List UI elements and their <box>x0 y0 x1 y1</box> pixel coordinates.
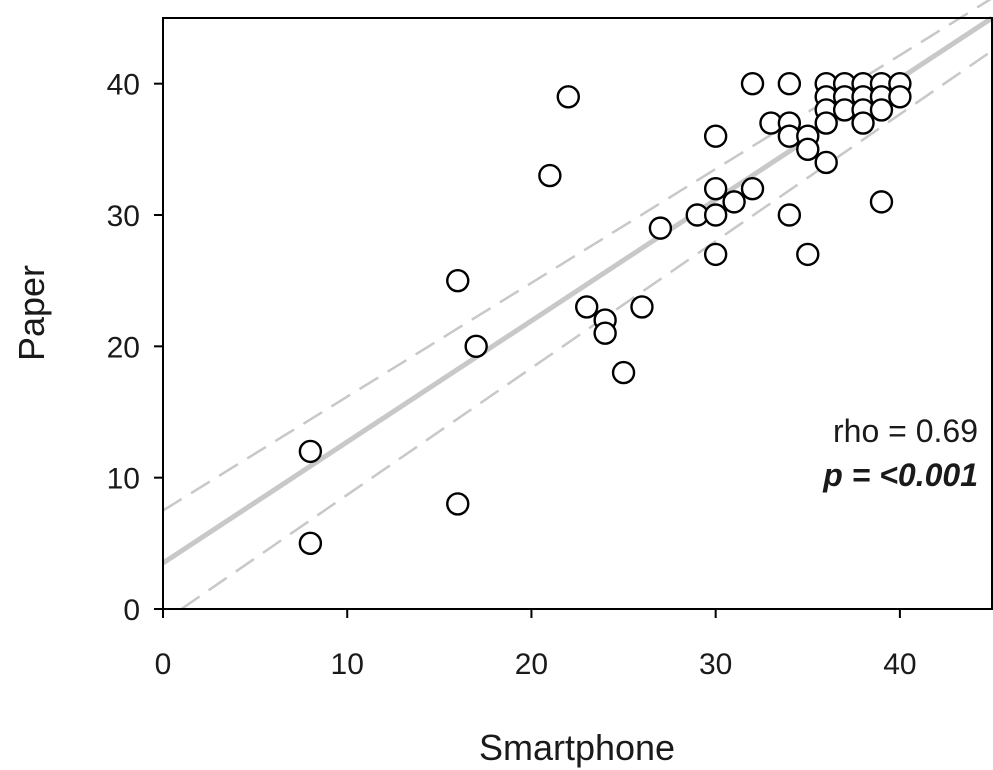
data-point <box>722 190 746 214</box>
y-axis-label: Paper <box>11 265 52 361</box>
x-tick-label: 10 <box>331 648 364 681</box>
data-point <box>593 321 617 345</box>
y-axis: 0 10 20 30 40 <box>107 69 163 627</box>
data-point <box>464 334 488 359</box>
plot-frame <box>162 17 993 610</box>
y-tick-label: 20 <box>107 331 140 364</box>
data-point <box>703 177 728 201</box>
data-point <box>796 137 820 162</box>
data-point <box>740 177 765 201</box>
points-group <box>298 71 912 556</box>
x-tick-label: 0 <box>155 648 172 681</box>
data-point <box>777 203 802 227</box>
y-tick-label: 40 <box>107 69 140 102</box>
data-point <box>648 216 673 240</box>
data-point <box>575 295 599 319</box>
data-point <box>869 98 894 122</box>
data-point <box>851 111 875 135</box>
data-point <box>703 203 728 227</box>
data-point <box>888 85 912 109</box>
data-point <box>446 492 470 516</box>
data-point <box>556 85 580 109</box>
x-axis-label: Smartphone <box>479 727 675 768</box>
data-point <box>814 150 838 175</box>
rho-annotation: rho = 0.69 <box>833 413 978 449</box>
x-tick-label: 20 <box>515 648 548 681</box>
x-tick-label: 30 <box>699 648 732 681</box>
p-value-annotation: p = <0.001 <box>822 457 978 493</box>
data-point <box>703 124 728 148</box>
data-point <box>777 71 802 96</box>
x-axis: 0 10 20 30 40 <box>155 609 917 681</box>
data-point <box>298 531 323 556</box>
data-point <box>611 360 636 385</box>
y-tick-label: 30 <box>107 200 140 233</box>
data-point <box>869 190 894 214</box>
data-point <box>538 163 562 188</box>
x-tick-label: 40 <box>883 648 916 681</box>
data-point <box>796 242 820 267</box>
data-point <box>446 268 470 293</box>
data-point <box>298 439 323 464</box>
y-tick-label: 0 <box>123 594 140 627</box>
y-tick-label: 10 <box>107 463 140 496</box>
confidence-band-lower <box>180 49 993 611</box>
data-point <box>703 242 728 267</box>
data-point <box>630 295 654 319</box>
data-point <box>740 71 765 96</box>
data-point <box>814 111 838 135</box>
